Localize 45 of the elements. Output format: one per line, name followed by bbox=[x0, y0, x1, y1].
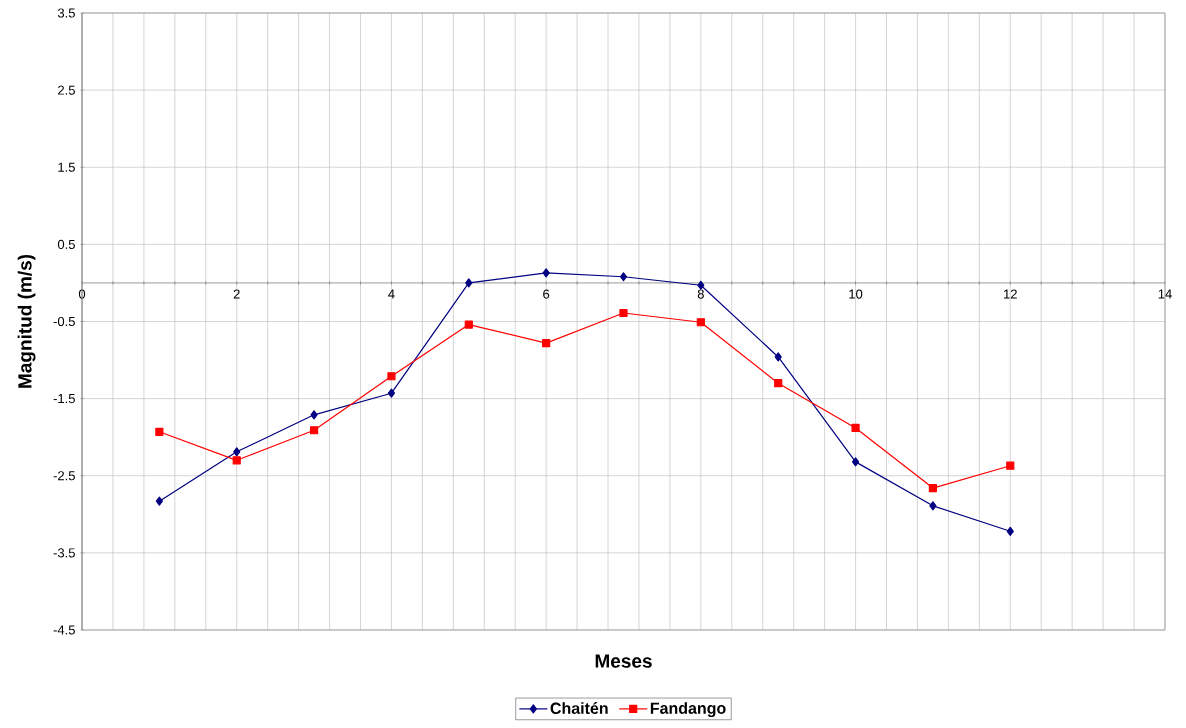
point bbox=[929, 501, 937, 511]
point bbox=[465, 278, 473, 288]
x-tick-label: 2 bbox=[233, 289, 240, 299]
point bbox=[387, 388, 396, 398]
point bbox=[542, 268, 550, 278]
x-tick-label: 6 bbox=[543, 289, 550, 299]
point bbox=[774, 352, 782, 362]
y-tick-label: -4.5 bbox=[53, 625, 75, 635]
y-tick-label: -1.5 bbox=[53, 394, 75, 404]
x-axis-title: Meses bbox=[595, 654, 652, 668]
x-tick-label: 4 bbox=[388, 289, 395, 299]
point bbox=[464, 320, 473, 329]
point bbox=[619, 272, 628, 282]
point bbox=[232, 456, 241, 465]
y-tick-label: 1.5 bbox=[58, 162, 75, 172]
point bbox=[697, 280, 705, 290]
y-tick-label: 3.5 bbox=[57, 8, 75, 18]
legend-label: Chaitén bbox=[550, 702, 608, 714]
legend-label: Fandango bbox=[650, 702, 726, 718]
y-tick-label: -0.5 bbox=[53, 316, 75, 327]
point bbox=[387, 372, 396, 381]
point bbox=[774, 379, 783, 388]
x-tick-label: 14 bbox=[1158, 289, 1172, 299]
point bbox=[155, 496, 163, 506]
point bbox=[851, 423, 860, 433]
point bbox=[310, 410, 318, 420]
y-tick-label: 2.5 bbox=[58, 85, 75, 95]
x-tick-label: 8 bbox=[697, 289, 704, 299]
point bbox=[851, 457, 860, 467]
point bbox=[233, 447, 241, 457]
point bbox=[309, 426, 319, 435]
point bbox=[696, 318, 705, 327]
point bbox=[619, 308, 628, 318]
point bbox=[928, 483, 938, 493]
point bbox=[542, 338, 551, 348]
y-tick-label: -2.5 bbox=[53, 471, 75, 481]
y-tick-label: -3.5 bbox=[53, 548, 75, 558]
point bbox=[1006, 526, 1014, 536]
point bbox=[155, 427, 164, 436]
y-axis-title: Magnitud (m/s) bbox=[17, 254, 36, 388]
point bbox=[1006, 461, 1015, 470]
x-tick-label: 10 bbox=[849, 289, 863, 299]
y-tick-label: 0.5 bbox=[57, 239, 75, 249]
x-tick-label: 12 bbox=[1004, 289, 1017, 299]
x-tick-label: 0 bbox=[78, 289, 86, 299]
